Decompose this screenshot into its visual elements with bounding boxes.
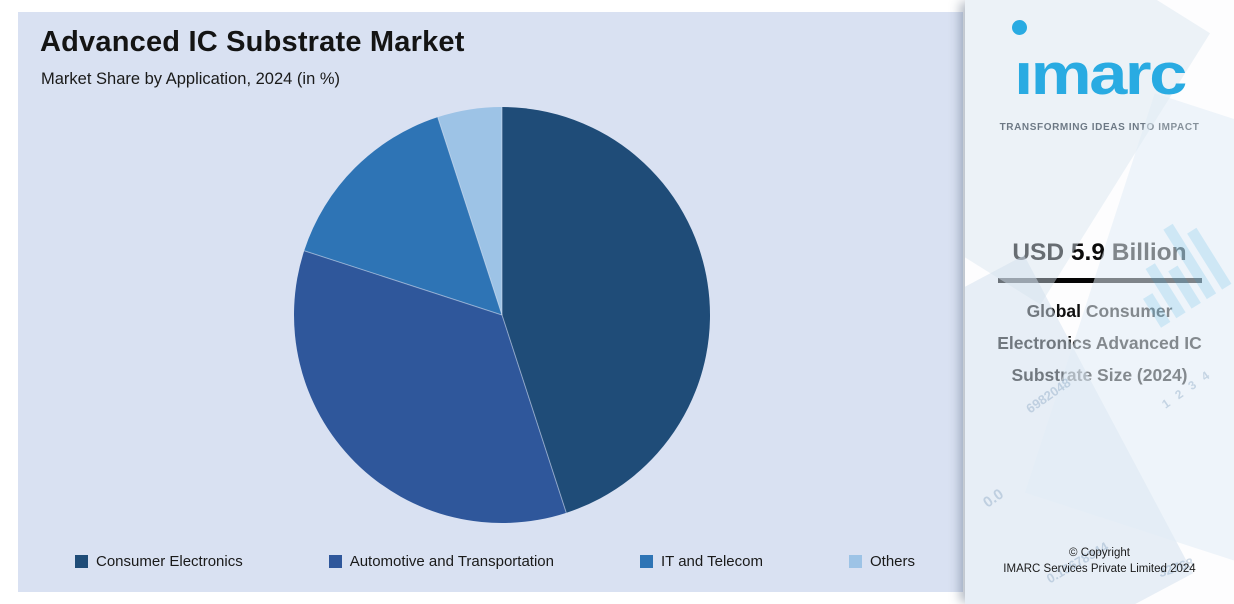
copyright-line2: IMARC Services Private Limited 2024 <box>1003 563 1196 576</box>
legend-label: IT and Telecom <box>660 553 763 570</box>
logo-dot-icon <box>1012 20 1027 35</box>
pie-chart <box>293 107 710 523</box>
logo-wordmark: ımarc <box>1014 42 1187 107</box>
chart-panel: Advanced IC Substrate Market Market Shar… <box>18 12 963 592</box>
pie-slice-consumer-electronics <box>502 107 710 513</box>
copyright: © Copyright IMARC Services Private Limit… <box>965 545 1234 578</box>
page-title: Advanced IC Substrate Market <box>40 26 465 58</box>
brand-panel: 6982048 1 2 3 4 0.0 0.15678344 32768 ımarc T… <box>965 0 1234 604</box>
legend-marker-icon <box>848 555 862 568</box>
legend-label: Others <box>869 553 915 570</box>
legend-item: Consumer Electronics <box>75 553 243 570</box>
chart-subtitle: Market Share by Application, 2024 (in %) <box>41 70 340 88</box>
legend-label: Automotive and Transportation <box>349 553 554 570</box>
pie-slice-automotive-and-transportation <box>293 250 567 523</box>
legend-marker-icon <box>75 555 88 568</box>
pie-slice-others <box>437 107 502 315</box>
logo-tagline: TRANSFORMING IDEAS INTO IMPACT <box>999 122 1200 133</box>
slice-separator <box>437 117 503 316</box>
legend-marker-icon <box>639 555 653 568</box>
legend-item: Automotive and Transportation <box>328 553 554 570</box>
slice-separator <box>501 314 567 513</box>
imarc-logo: ımarc <box>965 18 1234 122</box>
legend-item: Others <box>848 553 915 570</box>
watermark-text: 0.0 <box>980 485 1007 512</box>
legend-label: Consumer Electronics <box>96 553 243 570</box>
pie-slice-it-and-telecom <box>304 117 502 316</box>
copyright-line1: © Copyright <box>1069 546 1130 559</box>
slice-separator <box>304 250 503 316</box>
legend: Consumer Electronics Automotive and Trans… <box>75 553 915 570</box>
legend-item: IT and Telecom <box>639 553 763 570</box>
legend-marker-icon <box>328 555 342 568</box>
